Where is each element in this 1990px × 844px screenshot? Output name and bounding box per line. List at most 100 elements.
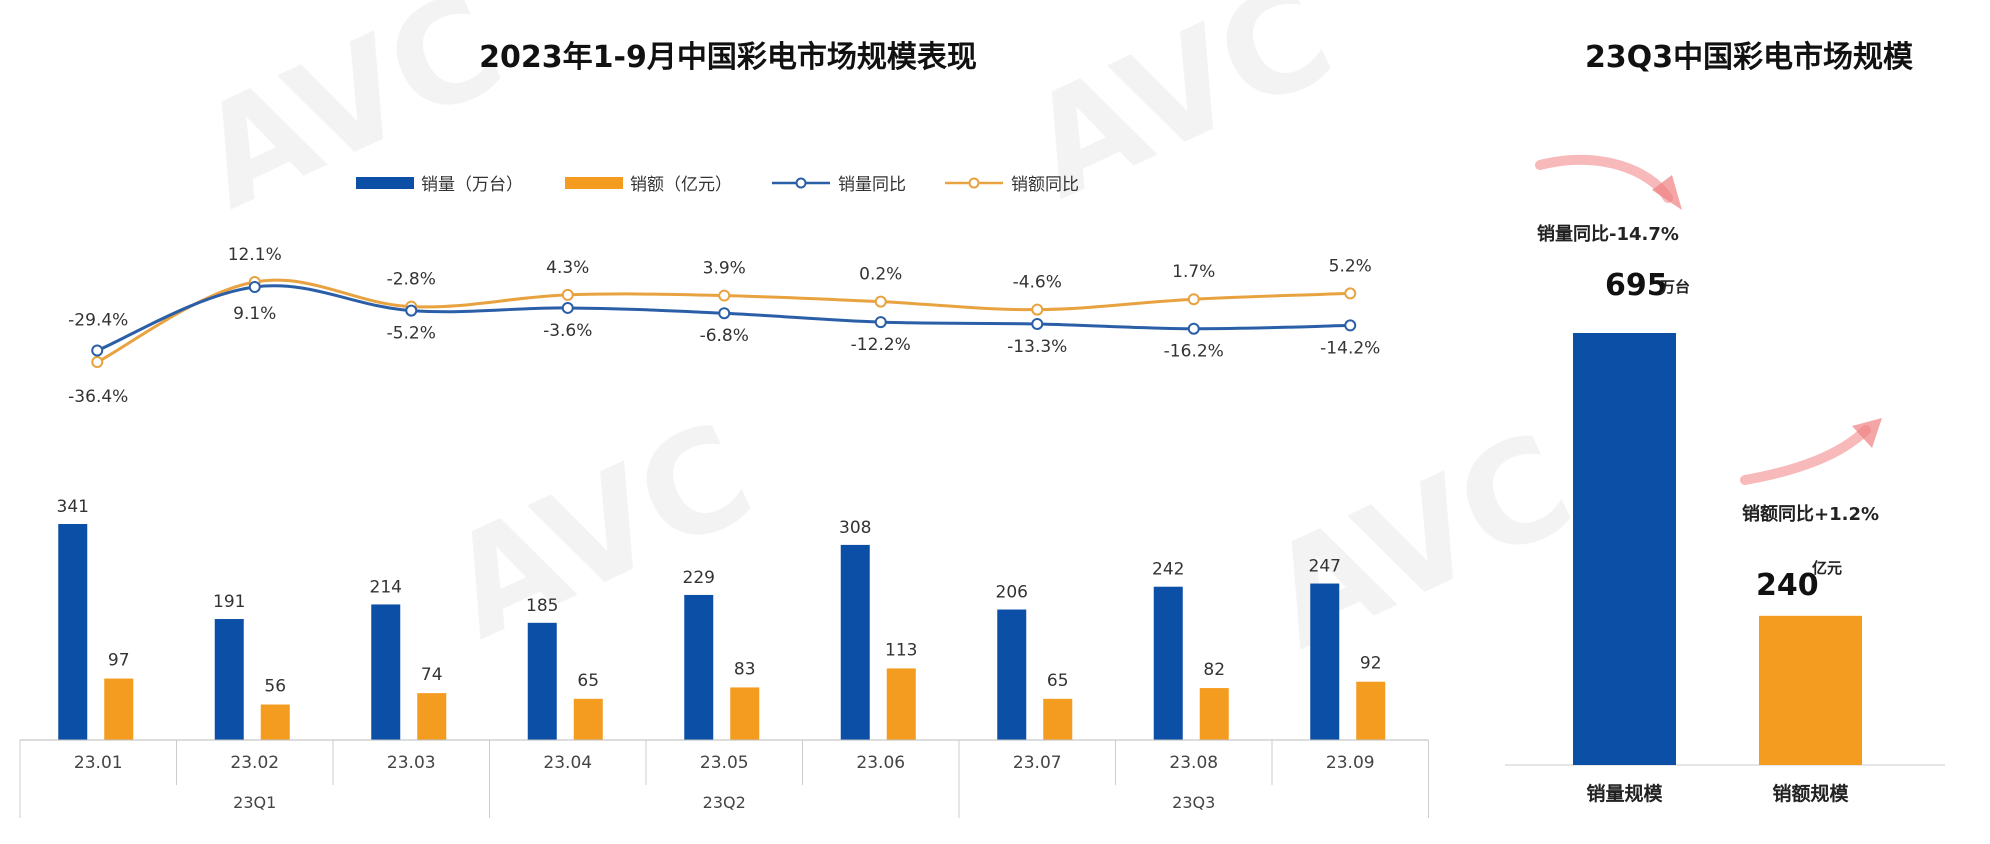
side-unit-label: 万台 xyxy=(1659,278,1690,296)
tick-label-23.06: 23.06 xyxy=(856,753,905,773)
bar-amount-23.02 xyxy=(260,704,290,740)
bar-label-volume: 229 xyxy=(683,568,715,588)
bar-volume-23.05 xyxy=(684,594,714,740)
bar-amount-23.08 xyxy=(1199,688,1229,740)
bar-volume-23.01 xyxy=(58,524,88,740)
bar-label-volume: 247 xyxy=(1309,557,1341,577)
legend-label-volume: 销量（万台） xyxy=(421,175,523,195)
svg-text:AVC: AVC xyxy=(425,392,775,671)
point-volume-yoy xyxy=(91,344,104,357)
legend-label-amount: 销额（亿元） xyxy=(630,175,732,195)
side-category-label: 销额规模 xyxy=(1772,782,1849,805)
legend: 销量（万台） 销额（亿元） 销量同比 销额同比 xyxy=(356,175,1079,195)
tick-label-23.08: 23.08 xyxy=(1169,753,1218,773)
bar-amount-23.07 xyxy=(1043,698,1073,740)
side-bar-amount xyxy=(1759,615,1862,765)
point-volume-yoy xyxy=(561,301,574,314)
point-amount-yoy xyxy=(1344,287,1357,300)
point-volume-yoy xyxy=(874,316,887,329)
bar-amount-23.05 xyxy=(730,687,760,740)
down-arrowhead-icon xyxy=(1652,175,1682,210)
bar-amount-23.03 xyxy=(417,693,447,740)
bar-label-volume: 214 xyxy=(370,577,402,597)
bar-label-volume: 206 xyxy=(996,583,1028,603)
bar-volume-23.04 xyxy=(527,622,557,740)
bar-volume-23.08 xyxy=(1153,586,1183,740)
tick-label-23.05: 23.05 xyxy=(700,753,749,773)
bar-label-amount: 97 xyxy=(108,651,130,671)
bar-label-volume: 191 xyxy=(213,592,245,612)
bar-label-amount: 65 xyxy=(577,671,599,691)
point-volume-yoy xyxy=(1344,319,1357,332)
bar-label-amount: 56 xyxy=(264,677,286,697)
bar-label-amount: 65 xyxy=(1047,671,1069,691)
side-value-label: 695 xyxy=(1605,268,1668,303)
point-volume-yoy xyxy=(1187,322,1200,335)
main-chart-title: 2023年1-9月中国彩电市场规模表现 xyxy=(479,40,977,75)
bar-volume-23.09 xyxy=(1310,583,1340,740)
tick-label-23.03: 23.03 xyxy=(387,753,436,773)
bar-label-volume: 308 xyxy=(839,518,871,538)
tick-label-23.04: 23.04 xyxy=(543,753,592,773)
label-volume-yoy: -3.6% xyxy=(543,321,592,341)
side-chart-title: 23Q3中国彩电市场规模 xyxy=(1585,40,1913,75)
side-category-label: 销量规模 xyxy=(1586,782,1663,805)
label-amount-yoy: 12.1% xyxy=(228,245,282,265)
legend-marker-amount-yoy xyxy=(968,177,980,189)
bar-label-amount: 82 xyxy=(1203,660,1225,680)
label-volume-yoy: -13.3% xyxy=(1007,337,1067,357)
point-volume-yoy xyxy=(405,304,418,317)
tick-label-23.01: 23.01 xyxy=(74,753,123,773)
bar-label-volume: 341 xyxy=(57,497,89,517)
bar-amount-23.01 xyxy=(104,678,134,740)
legend-marker-volume-yoy xyxy=(795,177,807,189)
label-amount-yoy: 0.2% xyxy=(859,265,902,285)
label-volume-yoy: -16.2% xyxy=(1164,342,1224,362)
bar-amount-23.04 xyxy=(573,698,603,740)
svg-text:AVC: AVC xyxy=(1245,402,1595,681)
point-volume-yoy xyxy=(1031,317,1044,330)
label-volume-yoy: -14.2% xyxy=(1320,338,1380,358)
legend-swatch-amount xyxy=(565,177,623,189)
bar-label-amount: 83 xyxy=(734,659,756,679)
label-amount-yoy: 1.7% xyxy=(1172,262,1215,282)
bar-label-amount: 113 xyxy=(885,640,917,660)
label-amount-yoy: -2.8% xyxy=(387,270,436,290)
bar-label-volume: 242 xyxy=(1152,560,1184,580)
label-volume-yoy: 9.1% xyxy=(233,304,276,324)
label-amount-yoy: -4.6% xyxy=(1013,273,1062,293)
monthly-bars: 341 97 191 56 214 74 185 65 229 83 308 113 206 65 242 8… xyxy=(57,497,1386,740)
yoy-lines: -36.4% -29.4% 12.1% 9.1% -2.8% -5.2% 4.3% -3.6%… xyxy=(68,245,1380,407)
point-amount-yoy xyxy=(561,288,574,301)
label-amount-yoy: -36.4% xyxy=(68,387,128,407)
bar-volume-23.02 xyxy=(214,619,244,740)
side-bar-volume xyxy=(1573,333,1676,765)
label-amount-yoy: 3.9% xyxy=(703,259,746,279)
bar-label-amount: 92 xyxy=(1360,654,1382,674)
quarter-label: 23Q3 xyxy=(1172,793,1215,812)
quarter-label: 23Q2 xyxy=(703,793,746,812)
label-amount-yoy: 4.3% xyxy=(546,258,589,278)
side-yoy-volume: 销量同比-14.7% xyxy=(1537,223,1679,245)
down-arrow-icon xyxy=(1535,154,1673,203)
point-amount-yoy xyxy=(91,356,104,369)
point-amount-yoy xyxy=(1031,303,1044,316)
label-volume-yoy: -12.2% xyxy=(851,335,911,355)
label-volume-yoy: -29.4% xyxy=(68,311,128,331)
side-value-label: 240 xyxy=(1756,568,1819,603)
bar-volume-23.03 xyxy=(371,604,401,740)
label-volume-yoy: -5.2% xyxy=(387,324,436,344)
point-volume-yoy xyxy=(248,280,261,293)
bar-volume-23.07 xyxy=(997,609,1027,740)
tick-label-23.02: 23.02 xyxy=(230,753,279,773)
point-amount-yoy xyxy=(874,295,887,308)
legend-label-amount-yoy: 销额同比 xyxy=(1011,175,1079,195)
bar-amount-23.09 xyxy=(1356,681,1386,740)
legend-label-volume-yoy: 销量同比 xyxy=(838,175,906,195)
tick-label-23.07: 23.07 xyxy=(1013,753,1062,773)
point-amount-yoy xyxy=(1187,293,1200,306)
up-arrowhead-icon xyxy=(1852,418,1882,448)
bar-volume-23.06 xyxy=(840,544,870,740)
